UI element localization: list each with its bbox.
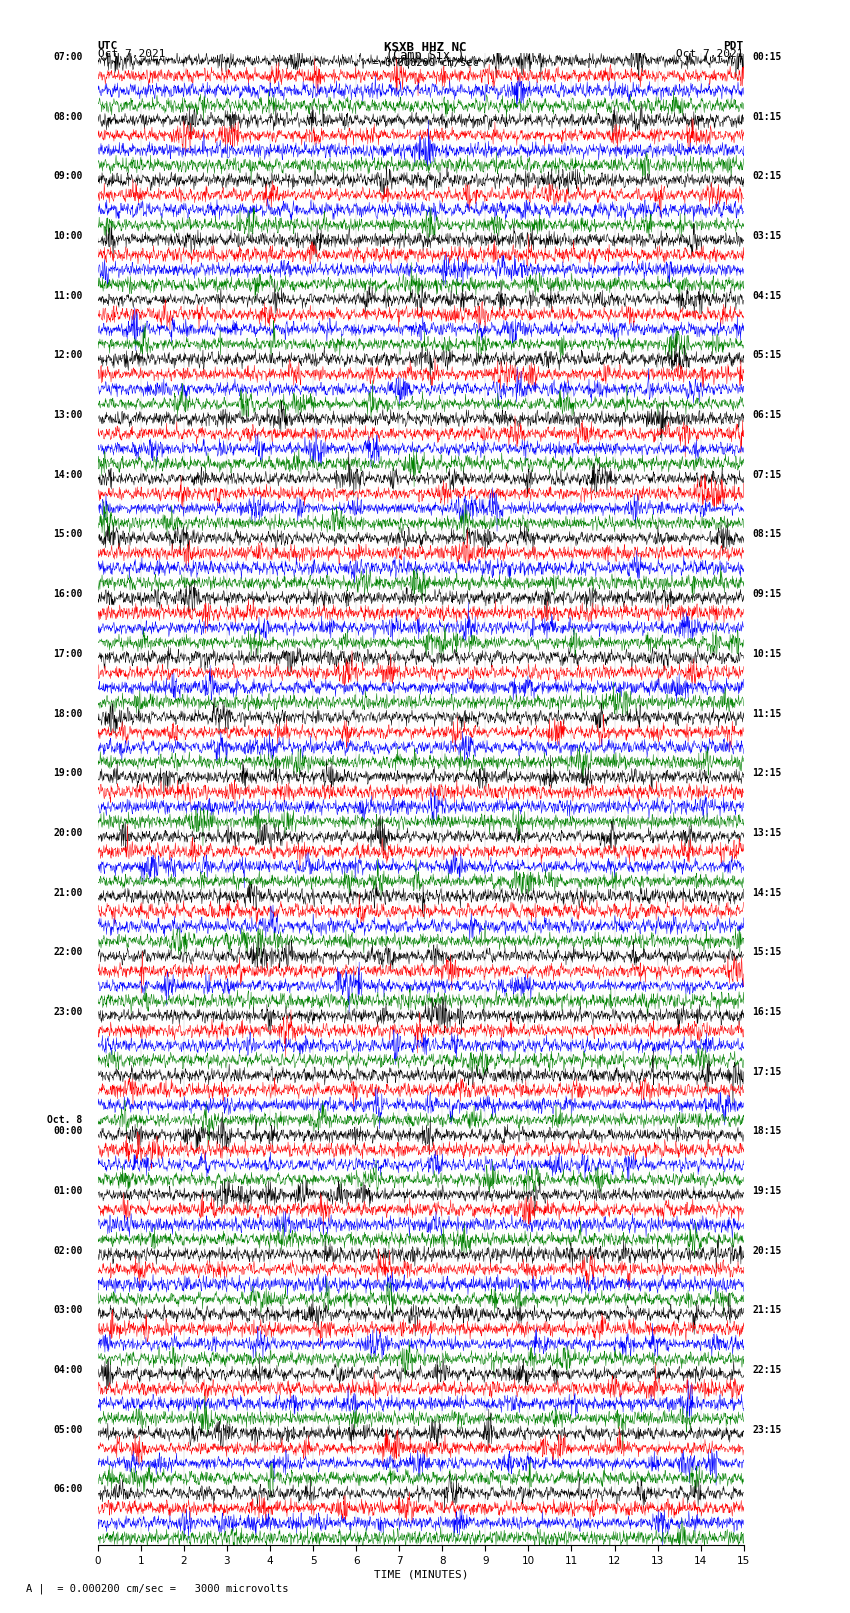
Text: 10:00: 10:00 [54,231,82,240]
Text: 09:00: 09:00 [54,171,82,181]
Text: 15:15: 15:15 [752,947,782,957]
Text: 21:00: 21:00 [54,887,82,897]
Text: KSXB HHZ NC: KSXB HHZ NC [383,40,467,55]
Text: 00:15: 00:15 [752,52,782,61]
Text: Oct. 8: Oct. 8 [48,1115,82,1124]
Text: 04:15: 04:15 [752,290,782,300]
Text: 06:00: 06:00 [54,1484,82,1494]
Text: 06:15: 06:15 [752,410,782,419]
Text: 14:15: 14:15 [752,887,782,897]
Text: 02:15: 02:15 [752,171,782,181]
Text: 05:15: 05:15 [752,350,782,360]
Text: 18:15: 18:15 [752,1126,782,1136]
Text: 11:15: 11:15 [752,708,782,718]
Text: 01:15: 01:15 [752,111,782,121]
Text: 00:00: 00:00 [54,1126,82,1136]
Text: 01:00: 01:00 [54,1186,82,1195]
Text: UTC: UTC [98,40,118,52]
Text: 16:00: 16:00 [54,589,82,598]
Text: 20:00: 20:00 [54,827,82,837]
Text: Oct 7,2021: Oct 7,2021 [677,50,744,60]
Text: 08:00: 08:00 [54,111,82,121]
Text: 03:15: 03:15 [752,231,782,240]
Text: 19:15: 19:15 [752,1186,782,1195]
Text: 14:00: 14:00 [54,469,82,479]
Text: 22:00: 22:00 [54,947,82,957]
Text: 13:00: 13:00 [54,410,82,419]
Text: 13:15: 13:15 [752,827,782,837]
Text: 17:00: 17:00 [54,648,82,658]
Text: 21:15: 21:15 [752,1305,782,1315]
Text: 12:15: 12:15 [752,768,782,777]
Text: 09:15: 09:15 [752,589,782,598]
Text: 07:00: 07:00 [54,52,82,61]
Text: 15:00: 15:00 [54,529,82,539]
Text: PDT: PDT [723,40,744,52]
Text: 23:00: 23:00 [54,1007,82,1016]
Text: | = 0.000200 cm/sec: | = 0.000200 cm/sec [360,58,479,68]
Text: 19:00: 19:00 [54,768,82,777]
Text: 02:00: 02:00 [54,1245,82,1255]
Text: (Camp Six ): (Camp Six ) [386,50,464,63]
Text: 16:15: 16:15 [752,1007,782,1016]
Text: Oct 7,2021: Oct 7,2021 [98,50,165,60]
Text: 17:15: 17:15 [752,1066,782,1076]
Text: 08:15: 08:15 [752,529,782,539]
Text: 10:15: 10:15 [752,648,782,658]
Text: 04:00: 04:00 [54,1365,82,1374]
X-axis label: TIME (MINUTES): TIME (MINUTES) [373,1569,468,1579]
Text: 20:15: 20:15 [752,1245,782,1255]
Text: 07:15: 07:15 [752,469,782,479]
Text: 22:15: 22:15 [752,1365,782,1374]
Text: 11:00: 11:00 [54,290,82,300]
Text: 18:00: 18:00 [54,708,82,718]
Text: 05:00: 05:00 [54,1424,82,1434]
Text: A |  = 0.000200 cm/sec =   3000 microvolts: A | = 0.000200 cm/sec = 3000 microvolts [26,1582,288,1594]
Text: 03:00: 03:00 [54,1305,82,1315]
Text: 12:00: 12:00 [54,350,82,360]
Text: 23:15: 23:15 [752,1424,782,1434]
